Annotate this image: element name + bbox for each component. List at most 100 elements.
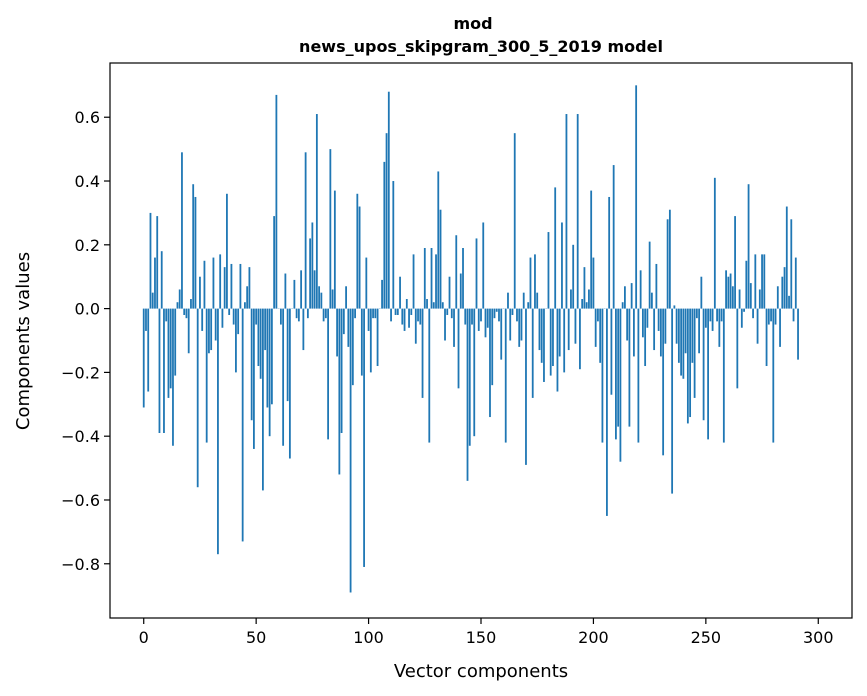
x-tick-label: 300 — [803, 628, 834, 647]
bar — [450, 308, 453, 319]
bar — [203, 260, 206, 309]
bar — [689, 308, 692, 418]
bar — [612, 165, 615, 309]
bar — [763, 254, 766, 309]
bar — [185, 308, 188, 319]
bar — [259, 308, 262, 379]
bar — [412, 254, 415, 309]
y-tick-label: 0.0 — [75, 300, 100, 319]
bar — [165, 308, 168, 322]
bar — [311, 222, 314, 309]
bar — [410, 308, 413, 315]
bar — [214, 308, 217, 341]
bar — [498, 308, 500, 322]
bar — [630, 283, 633, 309]
bar — [686, 308, 689, 424]
bar — [358, 206, 361, 309]
bar — [381, 279, 383, 309]
bar — [176, 302, 179, 309]
bar — [729, 273, 732, 309]
bar — [779, 308, 781, 347]
bar — [372, 308, 374, 319]
bar — [574, 308, 577, 344]
bar — [767, 308, 770, 325]
bar — [484, 308, 487, 338]
bar — [765, 308, 768, 367]
bar — [709, 308, 712, 322]
bar — [641, 308, 644, 338]
bar — [677, 308, 680, 363]
bar — [385, 133, 388, 309]
bar — [421, 308, 424, 398]
bar — [637, 308, 640, 443]
bar — [691, 308, 694, 363]
bar — [781, 276, 784, 309]
bar — [428, 308, 431, 443]
y-axis-ticks: −0.8 −0.6 −0.4 −0.2 0.0 0.2 0.4 0.6 — [61, 108, 110, 574]
y-tick-label: −0.4 — [61, 427, 100, 446]
bar — [221, 308, 224, 328]
bar — [349, 308, 352, 593]
bar — [754, 254, 757, 309]
bar — [320, 292, 323, 309]
bar — [511, 308, 514, 315]
bar — [594, 308, 597, 347]
bar — [435, 254, 437, 309]
bar — [561, 222, 563, 309]
bar — [507, 292, 509, 309]
bar — [486, 308, 489, 328]
bar — [172, 308, 174, 446]
bar — [466, 308, 469, 481]
bar — [493, 308, 496, 319]
bar — [621, 302, 624, 309]
bar — [727, 276, 730, 309]
bar — [572, 244, 575, 309]
y-tick-label: 0.4 — [75, 172, 100, 191]
bar — [315, 114, 318, 309]
bar — [194, 196, 197, 309]
bar — [783, 267, 786, 309]
bar — [558, 308, 561, 357]
bar — [347, 308, 350, 347]
bar — [617, 308, 620, 427]
bar — [518, 308, 521, 347]
bar — [376, 308, 379, 367]
bar — [540, 308, 543, 363]
bar — [639, 270, 642, 309]
bar — [210, 308, 213, 351]
bar — [731, 286, 734, 309]
bar — [597, 308, 599, 322]
bar — [610, 308, 613, 395]
bar — [682, 308, 685, 379]
bar — [160, 251, 163, 309]
bar — [306, 308, 309, 319]
bar — [457, 308, 460, 389]
bar — [756, 308, 759, 344]
bar — [650, 292, 653, 309]
bar — [531, 308, 534, 398]
bar — [408, 308, 410, 328]
bar — [455, 235, 458, 309]
bar — [226, 193, 228, 309]
bar — [680, 308, 683, 376]
bar — [219, 254, 222, 309]
bar — [246, 286, 249, 309]
bar — [522, 292, 525, 309]
bar-series — [142, 85, 799, 593]
bar — [657, 308, 660, 331]
bar — [446, 308, 449, 315]
bar — [675, 308, 678, 344]
bar — [525, 308, 527, 465]
bar — [369, 308, 372, 373]
bar — [300, 270, 303, 309]
bar — [752, 308, 754, 319]
x-tick-label: 150 — [466, 628, 497, 647]
bar — [145, 308, 147, 331]
bar — [284, 273, 287, 309]
bar — [338, 308, 341, 475]
bar — [354, 308, 356, 319]
bar — [707, 308, 709, 440]
bar — [549, 308, 552, 376]
bar — [147, 308, 150, 392]
bar — [567, 308, 570, 351]
